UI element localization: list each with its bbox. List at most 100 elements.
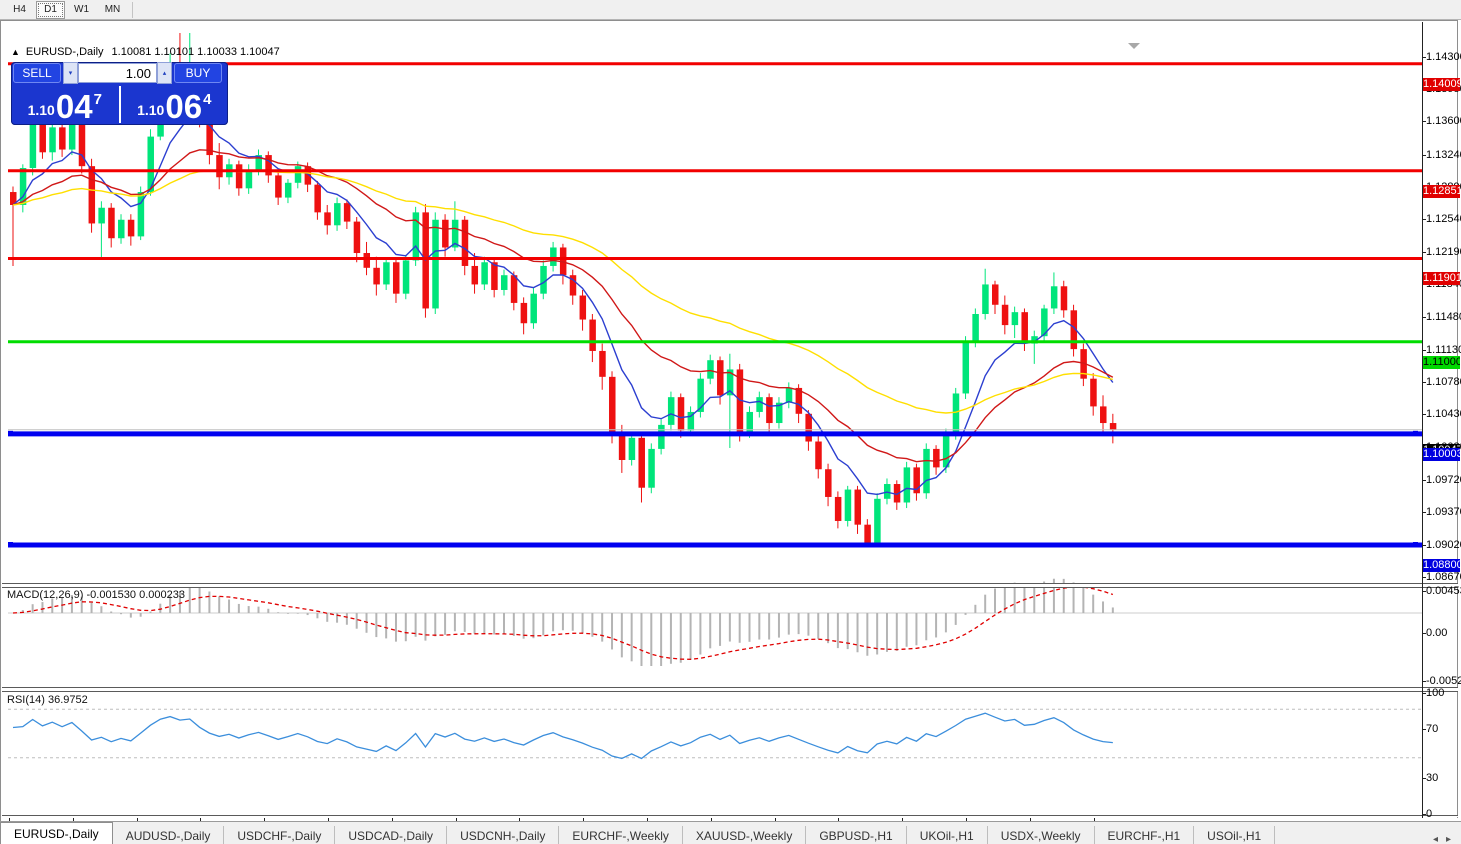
rsi-indicator-label: RSI(14) 36.9752 (7, 694, 88, 706)
price-tick-label: 1.09020 (1426, 538, 1461, 551)
chart-tab-xauusd-weekly[interactable]: XAUUSD-,Weekly (683, 826, 807, 844)
buy-price-base: 1.10 (137, 102, 165, 118)
macd-signal-line (12, 586, 1114, 660)
price-tick-label-tick (1422, 382, 1426, 384)
buy-button[interactable]: BUY (174, 63, 222, 83)
chart-tab-usdchf-daily[interactable]: USDCHF-,Daily (224, 826, 336, 844)
tab-scroll-left-icon[interactable]: ◂ (1432, 834, 1438, 844)
rsi-value: 36.9752 (47, 694, 88, 706)
price-tick-label: 1.13240 (1426, 148, 1461, 161)
buy-price[interactable]: 1.10 06 4 (121, 84, 229, 125)
timeframe-button-mn[interactable]: MN (98, 0, 127, 19)
rsi-pane-splitter[interactable] (2, 687, 1458, 692)
volume-input[interactable] (78, 63, 157, 83)
date-tick (838, 818, 840, 821)
date-tick (391, 818, 393, 821)
price-tick-label: 1.09720 (1426, 473, 1461, 486)
price-divider (118, 86, 121, 123)
date-tick (136, 818, 138, 821)
volume-increase-icon[interactable]: ▴ (157, 62, 172, 84)
date-tick (328, 818, 329, 821)
date-tick (200, 818, 202, 821)
chart-window[interactable]: ▲ EURUSD-,Daily 1.10081 1.10101 1.10033 1.… (0, 20, 1461, 841)
chart-ohlc-title: ▲ EURUSD-,Daily 1.10081 1.10101 1.10033 1.… (11, 46, 280, 58)
tab-scroll-right-icon[interactable]: ▸ (1445, 834, 1451, 844)
sell-price[interactable]: 1.10 04 7 (11, 84, 119, 125)
macd-tick-label: -0.005205 (1426, 674, 1461, 687)
tab-scroll-buttons: ◂ ▸ (1429, 834, 1461, 844)
chart-tab-usdcnh-daily[interactable]: USDCNH-,Daily (447, 826, 560, 844)
chart-tab-usoil-h1[interactable]: USOil-,H1 (1194, 826, 1276, 844)
sell-price-pips: 04 (55, 88, 93, 125)
rsi-line (12, 712, 1113, 760)
hline-price-badge: 1.12851 (1423, 184, 1460, 198)
price-tick-label-tick (1422, 479, 1426, 481)
price-tick-label: 1.10430 (1426, 408, 1461, 421)
chart-tab-eurchf-h1[interactable]: EURCHF-,H1 (1095, 826, 1195, 844)
price-tick-label-tick (1422, 349, 1426, 351)
chart-tab-eurchf-weekly[interactable]: EURCHF-,Weekly (559, 826, 683, 844)
chart-plot-area[interactable] (1, 21, 1459, 822)
price-tick-label: 1.11130 (1426, 343, 1461, 356)
chart-tab-eurusd-daily[interactable]: EURUSD-,Daily (0, 822, 113, 844)
price-tick-label-tick (1422, 56, 1426, 58)
macd-tick-label-tick (1422, 633, 1426, 634)
price-tick-label: 1.13600 (1426, 115, 1461, 128)
sell-button[interactable]: SELL (13, 63, 61, 83)
timeframe-button-h4[interactable]: H4 (5, 0, 34, 19)
chart-tab-usdcad-daily[interactable]: USDCAD-,Daily (335, 826, 448, 844)
date-tick (519, 818, 521, 821)
date-tick (647, 818, 648, 821)
macd-tick-label: 0.004536 (1426, 585, 1461, 598)
timeframe-toolbar: H4 D1 W1 MN (0, 0, 1461, 20)
rsi-tick-label-tick (1422, 693, 1426, 694)
timeframe-button-d1[interactable]: D1 (36, 0, 65, 19)
chart-shift-marker-icon[interactable] (1128, 43, 1140, 49)
moving-average-45 (12, 170, 1113, 414)
hline-handle[interactable] (8, 430, 13, 436)
date-tick (455, 818, 457, 821)
chart-tab-usdx-weekly[interactable]: USDX-,Weekly (988, 826, 1095, 844)
volume-decrease-icon[interactable]: ▾ (63, 62, 78, 84)
date-tick (966, 818, 967, 821)
rsi-tick-label-tick (1422, 777, 1426, 779)
hline-handle[interactable] (1413, 430, 1418, 436)
rsi-tick-label: 30 (1426, 771, 1439, 784)
hline-handle[interactable] (8, 542, 13, 548)
chart-tab-gbpusd-h1[interactable]: GBPUSD-,H1 (806, 826, 907, 844)
price-tick-label-tick (1422, 317, 1426, 319)
price-tick-label: 1.14300 (1426, 50, 1461, 63)
timeframe-button-w1[interactable]: W1 (67, 0, 96, 19)
rsi-tick-label: 70 (1426, 723, 1439, 736)
macd-values: -0.001530 0.000233 (86, 589, 185, 601)
macd-pane-splitter[interactable] (2, 583, 1458, 588)
macd-indicator-label: MACD(12,26,9) -0.001530 0.000233 (7, 589, 185, 601)
buy-price-pips: 06 (165, 88, 203, 125)
toolbar-separator (132, 1, 133, 18)
hline-handle[interactable] (1413, 542, 1418, 548)
price-tick-label-tick (1422, 219, 1426, 221)
price-tick-label: 1.12190 (1426, 245, 1461, 258)
sell-price-base: 1.10 (27, 102, 55, 118)
date-tick (774, 818, 776, 821)
chart-tab-audusd-daily[interactable]: AUDUSD-,Daily (113, 826, 225, 844)
chart-symbol-period: EURUSD-,Daily (25, 46, 104, 58)
one-click-trading-panel: SELL ▾ ▴ BUY 1.10 04 7 1.10 06 4 (11, 62, 228, 125)
chart-tab-ukoil-h1[interactable]: UKOil-,H1 (907, 826, 988, 844)
date-tick (1029, 818, 1031, 821)
price-tick-label-tick (1422, 251, 1426, 253)
date-tick (902, 818, 904, 821)
date-tick (9, 818, 10, 821)
price-tick-label: 1.09370 (1426, 506, 1461, 519)
rsi-tick-label-tick (1422, 814, 1426, 815)
date-tick (710, 818, 712, 821)
price-tick-label-tick (1422, 414, 1426, 416)
price-tick-label-tick (1422, 121, 1426, 123)
date-tick (583, 818, 585, 821)
date-tick (1093, 818, 1095, 821)
price-tick-label-tick (1422, 577, 1426, 579)
macd-name: MACD(12,26,9) (7, 589, 84, 601)
sell-price-point: 7 (93, 91, 102, 108)
collapse-panel-icon[interactable]: ▲ (11, 47, 20, 57)
